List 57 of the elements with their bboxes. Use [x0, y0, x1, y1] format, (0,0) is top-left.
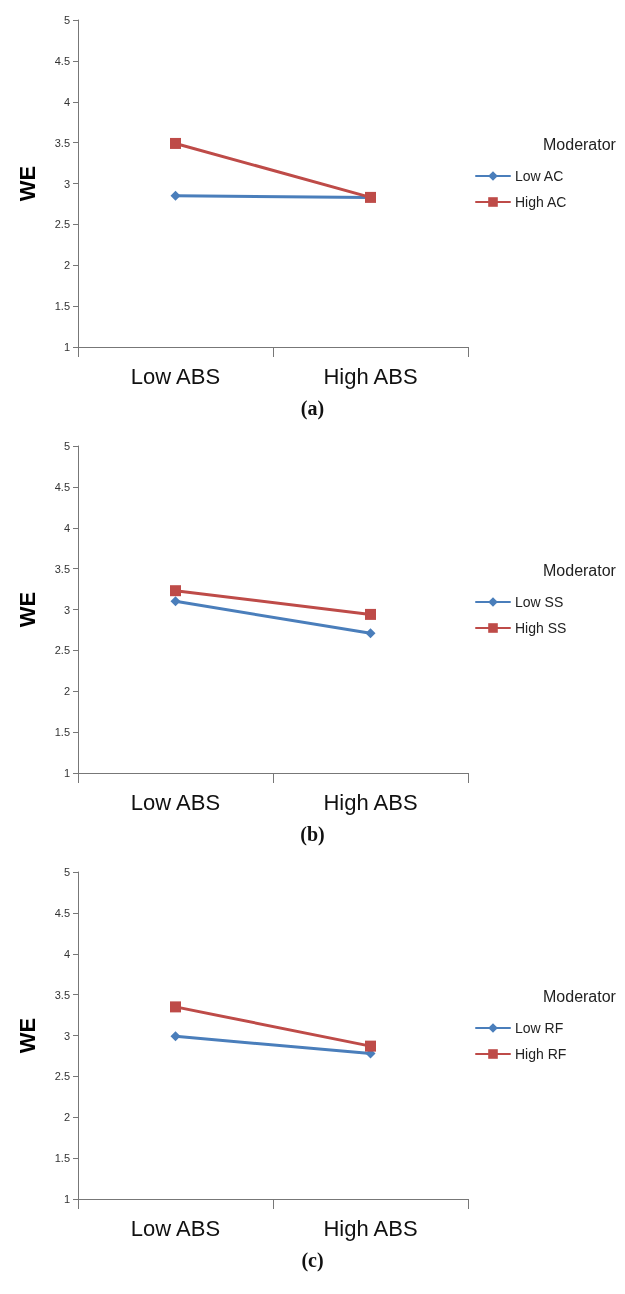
legend-title: Moderator — [543, 135, 617, 153]
y-tick-label: 2 — [63, 685, 70, 698]
y-tick-label: 5 — [63, 440, 70, 452]
y-tick-label: 3.5 — [54, 136, 70, 149]
point — [170, 137, 181, 149]
y-tick-label: 1 — [63, 1193, 70, 1205]
point — [170, 596, 181, 607]
legend-label: High SS — [515, 620, 567, 636]
y-tick-label: 1.5 — [54, 1152, 70, 1165]
x-tick-label: Low ABS — [130, 789, 221, 815]
y-tick-label: 4 — [63, 521, 70, 534]
y-tick-label: 1.5 — [54, 300, 70, 313]
x-tick-label: High ABS — [323, 363, 418, 389]
legend-label: High AC — [515, 194, 567, 210]
y-tick-label: 5 — [63, 14, 70, 26]
y-axis-title: WE — [14, 165, 40, 202]
point — [170, 1001, 181, 1013]
point — [365, 608, 376, 620]
y-axis-title: WE — [14, 1017, 40, 1054]
y-tick-label: 2.5 — [54, 1070, 70, 1083]
legend-label: Low AC — [515, 168, 564, 184]
legend-title: Moderator — [543, 987, 617, 1005]
y-tick-label: 4 — [63, 947, 70, 960]
y-tick-label: 5 — [63, 866, 70, 878]
text: (c) — [301, 1249, 324, 1272]
point — [365, 628, 376, 639]
legend-label: Low SS — [515, 594, 564, 610]
point — [170, 1031, 181, 1042]
x-tick-label: Low ABS — [130, 1215, 221, 1241]
x-tick-label: High ABS — [323, 1215, 418, 1241]
y-tick-label: 3.5 — [54, 562, 70, 575]
y-tick-label: 4.5 — [54, 480, 70, 493]
text: (b) — [300, 823, 325, 846]
y-tick-label: 2 — [63, 259, 70, 272]
legend-label: Low RF — [515, 1020, 564, 1036]
y-tick-label: 2.5 — [54, 644, 70, 657]
legend-title: Moderator — [543, 561, 617, 579]
point — [170, 190, 181, 201]
y-tick-label: 3 — [63, 603, 70, 616]
y-tick-label: 4 — [63, 95, 70, 108]
y-tick-label: 3.5 — [54, 988, 70, 1001]
y-axis-title: WE — [14, 591, 40, 628]
y-tick-label: 2 — [63, 1111, 70, 1124]
y-tick-label: 1 — [63, 767, 70, 779]
y-tick-label: 3 — [63, 1029, 70, 1042]
y-tick-label: 4.5 — [54, 54, 70, 67]
x-tick-label: High ABS — [323, 789, 418, 815]
point — [365, 1040, 376, 1052]
y-tick-label: 3 — [63, 177, 70, 190]
y-tick-label: 1.5 — [54, 726, 70, 739]
point — [170, 585, 181, 597]
y-tick-label: 4.5 — [54, 906, 70, 919]
y-tick-label: 2.5 — [54, 218, 70, 231]
legend-label: High RF — [515, 1046, 567, 1062]
text: (a) — [300, 397, 325, 420]
y-tick-label: 1 — [63, 341, 70, 353]
x-tick-label: Low ABS — [130, 363, 221, 389]
